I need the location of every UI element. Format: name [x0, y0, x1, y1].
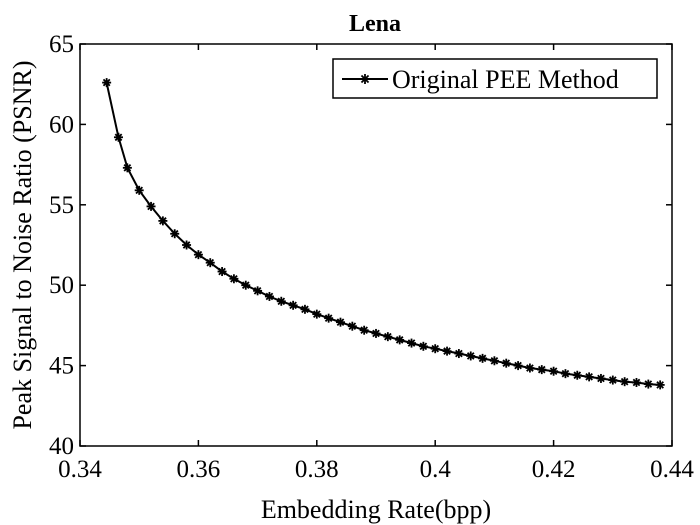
x-tick-label: 0.42	[532, 456, 576, 483]
data-point	[312, 309, 322, 319]
data-point	[253, 286, 263, 296]
legend: Original PEE Method	[332, 58, 658, 99]
data-point	[182, 240, 192, 250]
data-point	[122, 163, 132, 173]
data-point	[335, 317, 345, 327]
x-tick-label: 0.4	[420, 456, 452, 483]
data-point	[229, 274, 239, 284]
data-point	[158, 216, 168, 226]
data-point	[193, 250, 203, 260]
data-point	[655, 380, 665, 390]
x-tick-label: 0.44	[650, 456, 694, 483]
data-point	[324, 313, 334, 323]
data-point	[596, 373, 606, 383]
data-point	[430, 344, 440, 354]
data-point	[241, 280, 251, 290]
data-point	[359, 325, 369, 335]
data-point	[371, 328, 381, 338]
data-point	[407, 338, 417, 348]
x-tick-label: 0.34	[58, 456, 102, 483]
x-axis-ticks: 0.34 0.36 0.38 0.4 0.42 0.44	[58, 44, 694, 483]
data-point	[288, 300, 298, 310]
data-point	[537, 365, 547, 375]
legend-marker-icon	[360, 74, 370, 84]
y-tick-label: 65	[49, 31, 74, 58]
data-point	[572, 370, 582, 380]
data-point	[643, 379, 653, 389]
legend-label: Original PEE Method	[392, 65, 619, 94]
data-point	[113, 132, 123, 142]
y-axis-ticks: 40 45 50 55 60 65	[49, 31, 672, 460]
data-point	[584, 372, 594, 382]
series-layer	[102, 78, 665, 390]
data-point	[418, 341, 428, 351]
data-point	[525, 363, 535, 373]
data-point	[608, 375, 618, 385]
y-tick-label: 45	[49, 353, 74, 380]
data-point	[466, 351, 476, 361]
data-point	[478, 353, 488, 363]
data-point	[383, 332, 393, 342]
data-point	[631, 377, 641, 387]
data-point	[134, 185, 144, 195]
plot-area	[79, 43, 673, 447]
data-point	[146, 201, 156, 211]
data-point	[300, 304, 310, 314]
y-tick-label: 50	[49, 272, 74, 299]
data-point	[170, 229, 180, 239]
data-point	[102, 78, 112, 88]
data-point	[276, 296, 286, 306]
data-point	[360, 74, 370, 84]
data-point	[454, 349, 464, 359]
data-point	[395, 335, 405, 345]
data-point	[442, 346, 452, 356]
data-point	[264, 291, 274, 301]
data-point	[549, 366, 559, 376]
data-point	[489, 356, 499, 366]
y-tick-label: 55	[49, 192, 74, 219]
y-axis-label: Peak Signal to Noise Ratio (PSNR)	[8, 60, 37, 429]
data-point	[217, 267, 227, 277]
chart-title: Lena	[349, 11, 401, 37]
data-point	[501, 358, 511, 368]
y-tick-label: 40	[49, 433, 74, 460]
data-point	[347, 321, 357, 331]
data-point	[205, 258, 215, 268]
x-axis-label: Embedding Rate(bpp)	[261, 495, 491, 524]
data-point	[620, 377, 630, 387]
data-point	[513, 361, 523, 371]
data-point	[560, 369, 570, 379]
y-tick-label: 60	[49, 111, 74, 138]
x-tick-label: 0.36	[177, 456, 221, 483]
x-tick-label: 0.38	[295, 456, 339, 483]
